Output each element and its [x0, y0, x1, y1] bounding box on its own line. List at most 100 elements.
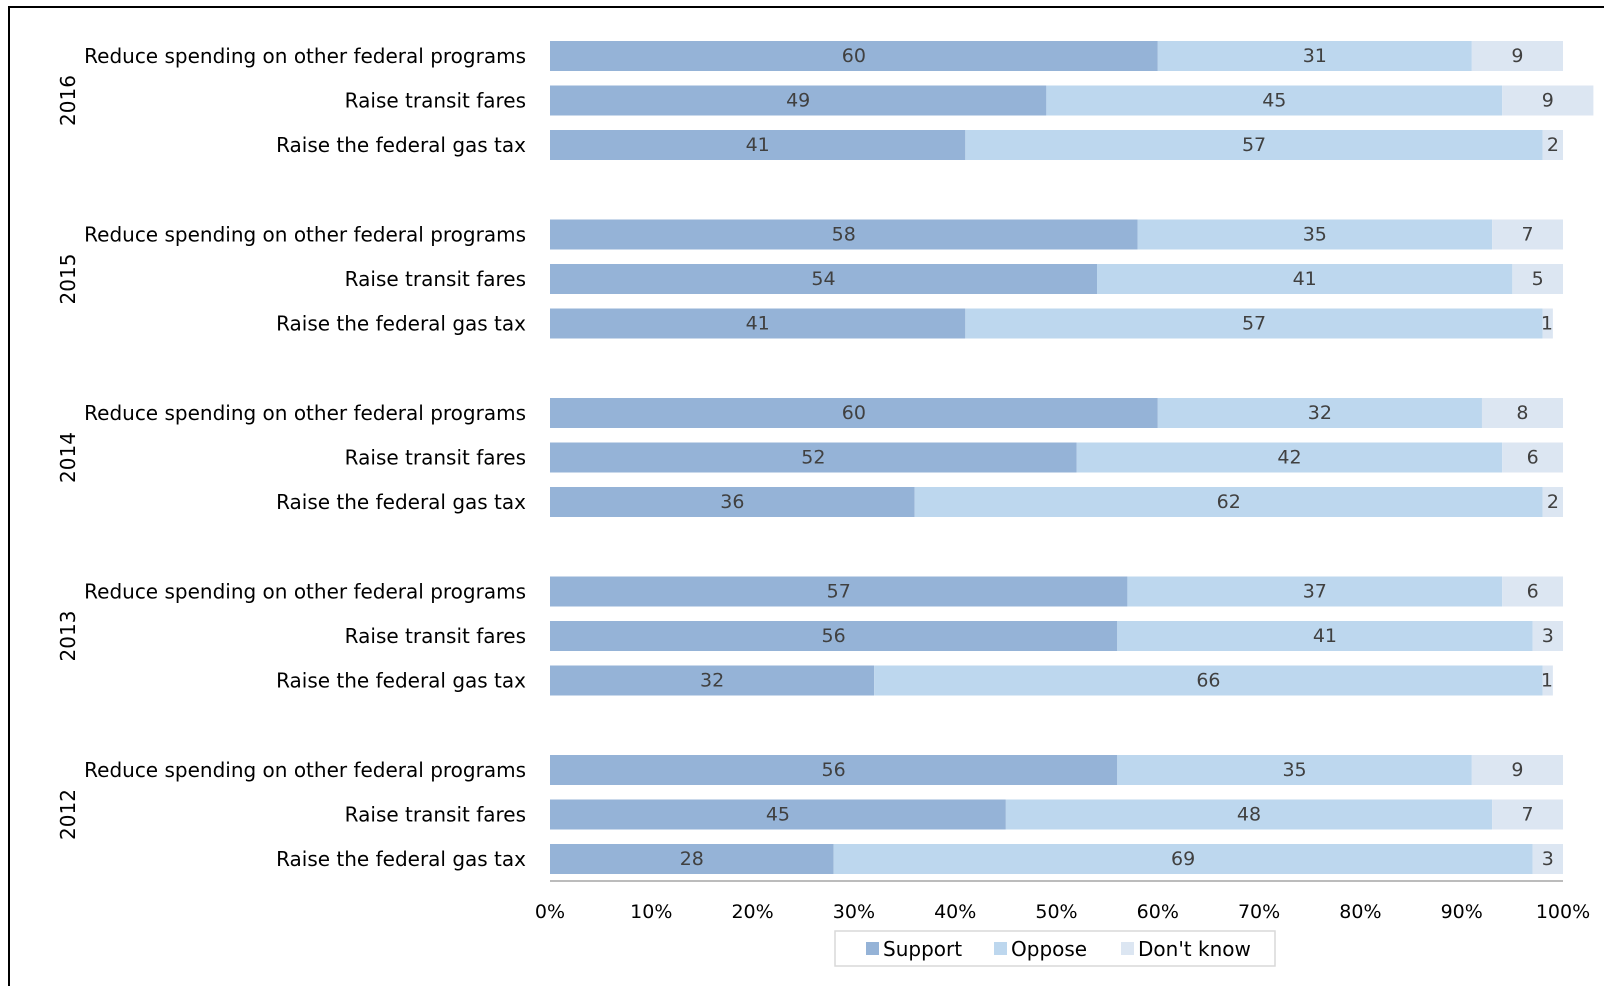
category-label: Raise the federal gas tax	[276, 669, 526, 693]
bar-segment-support	[550, 621, 1118, 651]
data-label: 7	[1521, 804, 1533, 826]
bar-segment-oppose	[1046, 85, 1503, 116]
bar-segment-don-t-know	[1542, 665, 1553, 696]
bar-segment-support	[550, 576, 1128, 607]
bar-segment-oppose	[1076, 442, 1503, 473]
bar-segment-oppose	[1137, 219, 1493, 250]
bar-segment-don-t-know	[1471, 755, 1563, 785]
bar-segment-oppose	[1117, 621, 1533, 651]
data-label: 62	[1217, 491, 1241, 513]
legend-swatch	[866, 942, 879, 955]
legend-label: Oppose	[1011, 937, 1087, 961]
data-label: 56	[822, 625, 846, 647]
data-label: 2	[1547, 491, 1559, 513]
legend: Support Oppose Don't know	[834, 930, 1276, 967]
data-label: 1	[1541, 670, 1553, 692]
bar-segment-oppose	[1097, 264, 1513, 294]
legend-label: Don't know	[1138, 937, 1251, 961]
bar-segment-support	[550, 85, 1047, 116]
bar-segment-support	[550, 442, 1077, 473]
bar-segment-don-t-know	[1542, 487, 1563, 517]
data-label: 41	[1293, 268, 1317, 290]
bar-segment-oppose	[1127, 576, 1503, 607]
data-label: 57	[1242, 313, 1266, 335]
data-label: 9	[1511, 759, 1523, 781]
data-label: 37	[1303, 581, 1327, 603]
legend-swatch	[994, 942, 1007, 955]
bar-segment-support	[550, 219, 1138, 250]
bar-segment-support	[550, 41, 1158, 71]
x-tick-label: 0%	[535, 901, 565, 923]
year-label-2013: 2013	[56, 611, 80, 662]
data-label: 35	[1282, 759, 1306, 781]
bar-segment-don-t-know	[1542, 130, 1563, 160]
legend-swatch	[1121, 942, 1134, 955]
data-label: 9	[1542, 90, 1554, 112]
data-label: 6	[1527, 447, 1539, 469]
category-label: Raise transit fares	[345, 89, 526, 113]
bar-segment-support	[550, 487, 915, 517]
bar-segment-oppose	[1005, 799, 1493, 830]
bar-segment-don-t-know	[1471, 41, 1563, 71]
category-label: Raise transit fares	[345, 267, 526, 291]
chart-frame	[8, 6, 1604, 986]
bar-segment-don-t-know	[1542, 308, 1553, 339]
data-label: 31	[1303, 45, 1327, 67]
bar-segment-don-t-know	[1502, 85, 1594, 116]
data-label: 66	[1196, 670, 1220, 692]
bar-segment-support	[550, 755, 1118, 785]
data-label: 32	[1308, 402, 1332, 424]
x-tick-label: 50%	[1035, 901, 1077, 923]
data-label: 3	[1542, 848, 1554, 870]
bar-segment-don-t-know	[1532, 844, 1563, 874]
data-label: 41	[1313, 625, 1337, 647]
bar-segment-don-t-know	[1492, 799, 1563, 830]
bar-segment-don-t-know	[1502, 442, 1563, 473]
bars	[550, 41, 1594, 874]
legend-box	[834, 930, 1276, 967]
x-tick-label: 60%	[1137, 901, 1179, 923]
bar-segment-support	[550, 264, 1098, 294]
data-label: 49	[786, 90, 810, 112]
bar-segment-don-t-know	[1512, 264, 1563, 294]
year-label-2012: 2012	[56, 789, 80, 840]
x-tick-label: 20%	[731, 901, 773, 923]
category-label: Raise transit fares	[345, 803, 526, 827]
bar-segment-support	[550, 844, 834, 874]
data-label: 2	[1547, 134, 1559, 156]
x-axis-ticks: 0% 10% 20% 30% 40% 50% 60% 70% 80% 90% 100%	[535, 901, 1590, 923]
bar-segment-support	[550, 308, 966, 339]
data-label: 35	[1303, 224, 1327, 246]
x-tick-label: 80%	[1339, 901, 1381, 923]
data-label: 52	[801, 447, 825, 469]
bar-segment-support	[550, 799, 1006, 830]
x-tick-label: 100%	[1536, 901, 1590, 923]
data-label: 5	[1532, 268, 1544, 290]
data-label: 48	[1237, 804, 1261, 826]
data-label: 7	[1521, 224, 1533, 246]
year-label-2016: 2016	[56, 75, 80, 126]
bar-segment-oppose	[914, 487, 1543, 517]
legend-label: Support	[883, 937, 962, 961]
bar-segment-oppose	[965, 308, 1543, 339]
category-label: Raise the federal gas tax	[276, 312, 526, 336]
data-label: 45	[766, 804, 790, 826]
data-label: 41	[746, 134, 770, 156]
bar-segment-oppose	[1157, 41, 1472, 71]
x-tick-label: 40%	[934, 901, 976, 923]
data-label: 69	[1171, 848, 1195, 870]
data-label: 8	[1516, 402, 1528, 424]
data-label: 42	[1277, 447, 1301, 469]
category-label: Reduce spending on other federal program…	[84, 44, 526, 68]
data-label: 58	[832, 224, 856, 246]
data-labels: 60 31 949 45 941 57 258 35 754 41 541 57 160 32 852 42 6…	[680, 45, 1559, 870]
category-labels: Reduce spending on other federal program…	[84, 44, 526, 871]
year-label-2015: 2015	[56, 254, 80, 305]
data-label: 1	[1541, 313, 1553, 335]
category-label: Raise transit fares	[345, 624, 526, 648]
data-label: 28	[680, 848, 704, 870]
bar-segment-support	[550, 398, 1158, 428]
category-label: Raise the federal gas tax	[276, 490, 526, 514]
bar-segment-support	[550, 130, 966, 160]
data-label: 41	[746, 313, 770, 335]
